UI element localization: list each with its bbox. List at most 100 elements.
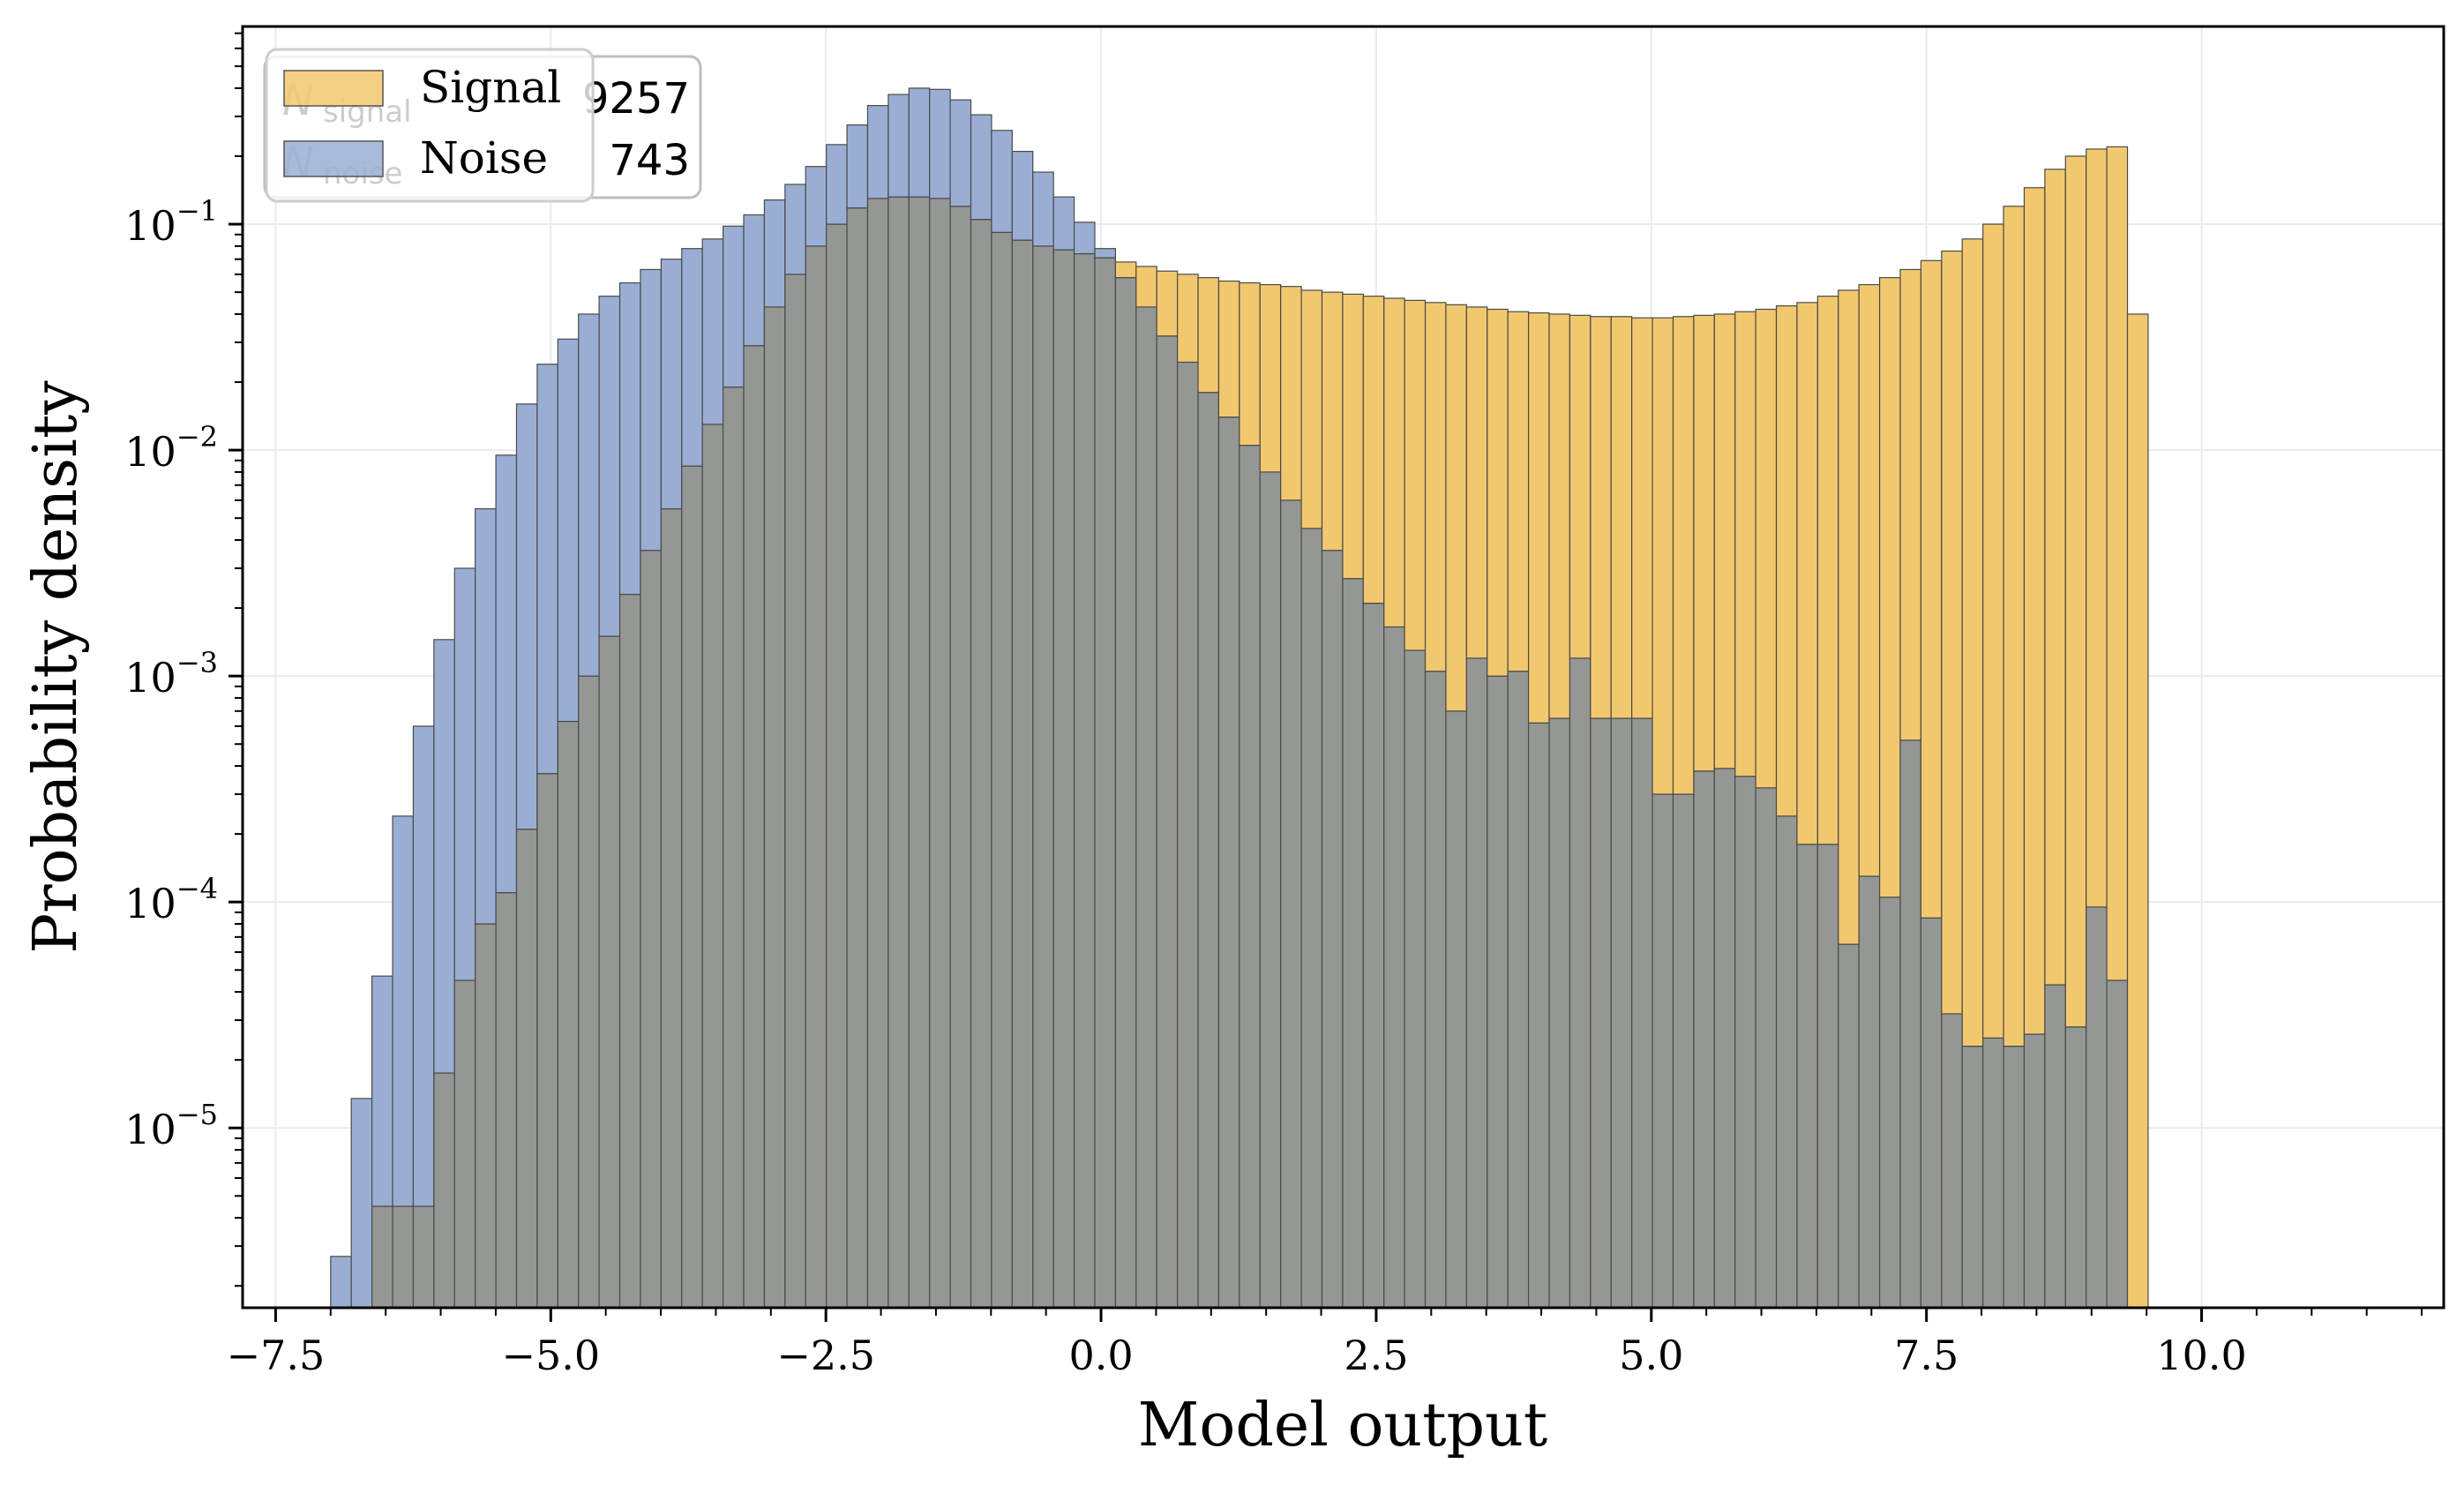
noise-bar — [723, 225, 745, 388]
noise-bar — [433, 639, 455, 1074]
noise-bar — [846, 124, 869, 209]
signal-bar — [1796, 302, 1818, 845]
overlap-bar — [1362, 603, 1385, 1309]
signal-bar — [1838, 289, 1860, 945]
noise-bar — [495, 454, 518, 894]
signal-bar — [1569, 314, 1591, 659]
signal-bar — [1651, 317, 1674, 795]
overlap-bar — [1465, 657, 1488, 1309]
overlap-bar — [1528, 722, 1550, 1309]
signal-bar — [1197, 277, 1220, 394]
noise-bar — [887, 94, 910, 198]
noise-bar — [536, 364, 558, 775]
overlap-bar — [557, 720, 580, 1309]
legend-signal-swatch — [283, 70, 384, 107]
overlap-bar — [2023, 1033, 2046, 1309]
noise-bar — [970, 114, 992, 221]
overlap-bar — [412, 1205, 435, 1309]
noise-bar — [660, 259, 683, 510]
signal-bar — [1424, 302, 1447, 672]
x-axis-title: Model output — [1138, 1391, 1547, 1460]
overlap-bar — [826, 223, 848, 1309]
axis-ticks: −7.5 −5.0 −2.5 0.0 2.5 5.0 7.5 10.0 10−5 10−4 10−3… — [124, 32, 2423, 1379]
overlap-bar — [1941, 1013, 1963, 1309]
overlap-bar — [618, 593, 641, 1309]
signal-bar — [1982, 223, 2004, 1039]
signal-bar — [1362, 296, 1385, 604]
x-tick-label: 5.0 — [1619, 1332, 1683, 1379]
signal-bar — [1631, 317, 1653, 719]
overlap-bar — [908, 196, 931, 1309]
signal-bar — [1755, 308, 1778, 789]
noise-bar — [330, 1256, 352, 1309]
legend-signal-label: Signal — [420, 62, 561, 113]
x-tick-label: 0.0 — [1068, 1332, 1133, 1379]
overlap-bar — [1713, 768, 1736, 1309]
noise-bar — [743, 214, 766, 347]
overlap-bar — [453, 979, 476, 1309]
legend: Signal Noise — [265, 48, 595, 203]
signal-bar — [1713, 313, 1736, 769]
stats-noise-value: 743 — [609, 136, 690, 185]
noise-bar — [1011, 150, 1034, 241]
overlap-bar — [1693, 770, 1715, 1309]
signal-bar — [2044, 169, 2066, 986]
x-tick-label: −2.5 — [776, 1332, 875, 1379]
overlap-bar — [1878, 897, 1901, 1309]
overlap-bar — [371, 1205, 393, 1309]
overlap-bar — [743, 345, 766, 1309]
noise-bar — [618, 281, 641, 596]
signal-bar — [1321, 291, 1344, 552]
noise-bar — [681, 248, 703, 467]
overlap-bar — [1383, 626, 1405, 1309]
overlap-bar — [1011, 239, 1034, 1309]
signal-bar — [1548, 313, 1571, 719]
y-tick-label: 10−5 — [124, 1098, 218, 1153]
signal-bar — [1507, 311, 1530, 672]
overlap-bar — [1858, 875, 1881, 1309]
overlap-bar — [2086, 906, 2108, 1309]
signal-bar — [1280, 286, 1302, 501]
signal-bar — [1383, 297, 1405, 628]
overlap-bar — [1135, 306, 1157, 1309]
overlap-bar — [475, 923, 497, 1309]
overlap-bar — [701, 424, 724, 1309]
signal-bar — [1465, 306, 1488, 659]
x-tick-label: 7.5 — [1894, 1332, 1958, 1379]
noise-bar — [826, 144, 848, 225]
overlap-bar — [1796, 844, 1818, 1309]
overlap-bar — [681, 465, 703, 1309]
signal-bar — [1300, 289, 1323, 529]
overlap-bar — [433, 1072, 455, 1309]
noise-bar — [701, 238, 724, 425]
signal-bar — [1445, 304, 1467, 712]
signal-bar — [2126, 313, 2149, 1309]
histogram-bars — [330, 87, 2149, 1309]
overlap-bar — [1672, 793, 1695, 1309]
overlap-bar — [1280, 499, 1302, 1309]
overlap-bar — [1507, 671, 1530, 1309]
overlap-bar — [1982, 1037, 2004, 1309]
noise-bar — [763, 199, 786, 308]
noise-bar — [866, 105, 889, 199]
overlap-bar — [949, 206, 972, 1309]
overlap-bar — [1651, 793, 1674, 1309]
noise-bar — [1052, 196, 1075, 251]
overlap-bar — [887, 196, 910, 1309]
overlap-bar — [1775, 815, 1798, 1309]
overlap-bar — [805, 245, 828, 1309]
signal-bar — [1775, 305, 1798, 817]
overlap-bar — [846, 207, 869, 1309]
signal-bar — [1487, 308, 1509, 677]
x-tick-label: −5.0 — [501, 1332, 600, 1379]
signal-bar — [1734, 311, 1756, 777]
signal-bar — [1404, 299, 1427, 651]
signal-bar — [1177, 274, 1199, 364]
overlap-bar — [1404, 649, 1427, 1309]
overlap-bar — [866, 198, 889, 1309]
overlap-bar — [1961, 1046, 1984, 1309]
overlap-bar — [2106, 979, 2129, 1309]
overlap-bar — [1590, 717, 1612, 1309]
overlap-bar — [1259, 471, 1282, 1309]
overlap-bar — [660, 507, 683, 1309]
